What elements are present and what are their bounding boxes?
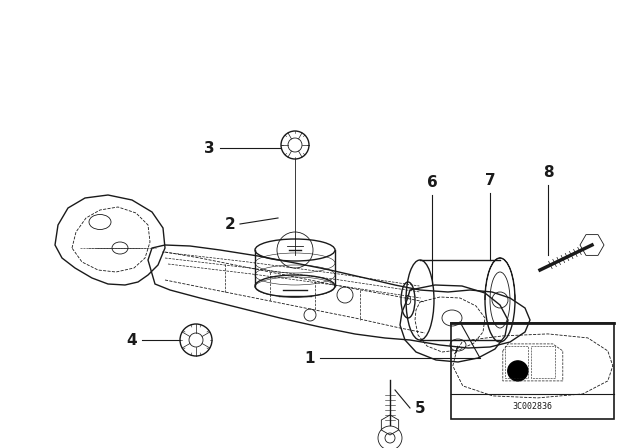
Text: 4: 4: [126, 332, 137, 348]
Text: 2: 2: [224, 216, 235, 232]
Text: 6: 6: [427, 175, 437, 190]
Text: 3: 3: [204, 141, 215, 155]
Bar: [451, 323, 614, 419]
Text: 8: 8: [543, 165, 554, 180]
Text: 5: 5: [415, 401, 426, 415]
Text: 3C002836: 3C002836: [513, 402, 553, 411]
Circle shape: [508, 361, 528, 381]
Text: 7: 7: [484, 173, 495, 188]
Text: 1: 1: [305, 350, 315, 366]
